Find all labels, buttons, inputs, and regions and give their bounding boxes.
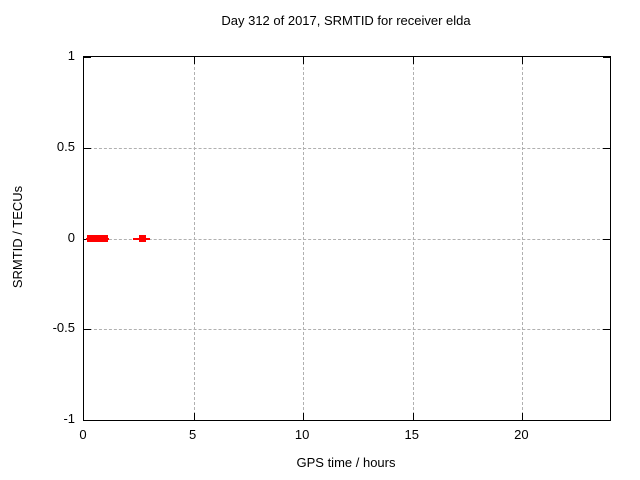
y-gridline	[84, 238, 610, 240]
y-tick-label: 0	[67, 229, 75, 245]
x-tick-bottom	[193, 413, 195, 420]
y-tick-label: 1	[67, 48, 75, 63]
x-tick-bottom	[522, 413, 524, 420]
x-tick-top	[303, 57, 305, 64]
data-point-marker	[97, 235, 105, 242]
y-tick-label: -1	[63, 411, 75, 426]
y-tick-left	[84, 147, 91, 149]
y-gridline	[84, 329, 610, 331]
x-tick-label: 5	[188, 427, 197, 442]
x-tick-top	[412, 57, 414, 64]
x-tick-top	[522, 57, 524, 64]
y-tick-right	[603, 57, 610, 58]
y-tick-left	[84, 57, 91, 58]
x-axis-label: GPS time / hours	[296, 455, 396, 470]
y-tick-right	[603, 329, 610, 331]
y-tick-label: 0.5	[56, 138, 75, 154]
x-tick-bottom	[412, 413, 414, 420]
x-tick-label: 15	[404, 427, 419, 442]
chart-title: Day 312 of 2017, SRMTID for receiver eld…	[221, 13, 471, 28]
data-point-marker	[94, 235, 102, 242]
x-tick-label: 20	[514, 427, 529, 442]
x-tick-top	[193, 57, 195, 64]
data-point-marker	[86, 235, 94, 242]
plot-area	[83, 56, 611, 421]
x-tick-label: 10	[294, 427, 310, 442]
y-tick-right	[603, 420, 610, 421]
y-tick-label: -0.5	[52, 320, 75, 336]
y-tick-right	[603, 238, 610, 240]
x-tick-label: 0	[79, 427, 87, 442]
data-point-marker	[139, 235, 147, 242]
y-tick-left	[84, 329, 91, 331]
y-tick-right	[603, 147, 610, 149]
y-tick-left	[84, 420, 91, 421]
x-tick-bottom	[303, 413, 305, 420]
data-point-marker	[101, 235, 109, 242]
y-gridline	[84, 147, 610, 149]
